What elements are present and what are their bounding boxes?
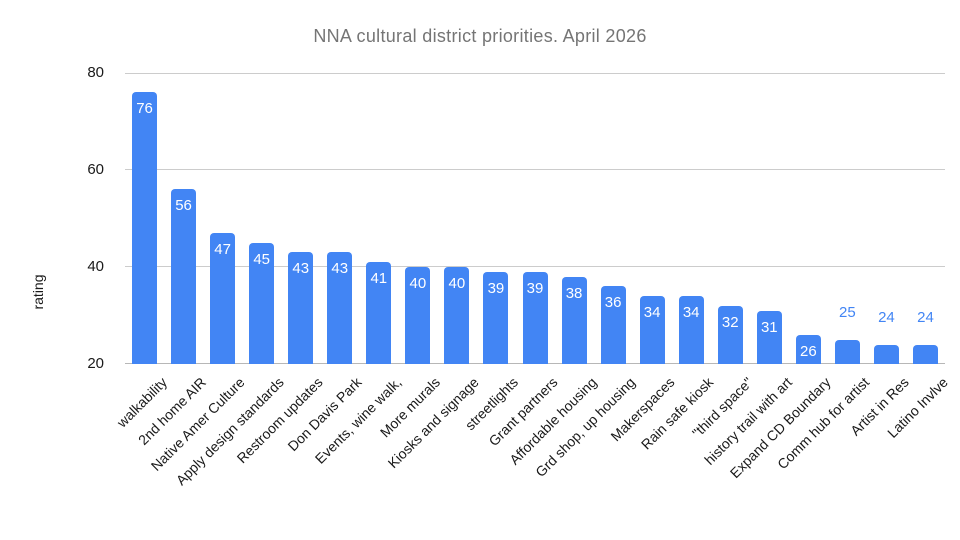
- bar-value-label: 47: [214, 241, 231, 259]
- bar-value-label: 32: [721, 313, 739, 331]
- bar-value-label: 40: [409, 275, 427, 292]
- bar: [912, 344, 938, 364]
- bar: [327, 252, 353, 364]
- bar-value-label: 26: [799, 342, 817, 360]
- plot-area: 76 56 47 45 43 43 41 40 40 39 39 38 36 34 34 32 31 26 25 24…: [125, 73, 945, 364]
- bar: [522, 271, 548, 364]
- bar: [288, 252, 314, 364]
- chart-title: NNA cultural district priorities. April …: [313, 26, 647, 46]
- bar: [366, 262, 392, 364]
- bar: [444, 267, 470, 364]
- bar-value-label: 34: [682, 304, 700, 322]
- bar: [405, 267, 431, 364]
- bar-value-label: 39: [526, 279, 544, 297]
- bar-value-label: 39: [487, 279, 505, 297]
- bar: [834, 339, 860, 364]
- bar-value-label: 43: [331, 260, 349, 278]
- bar-value-label: 38: [565, 284, 583, 302]
- bar-value-label: 24: [917, 308, 934, 326]
- bar: [756, 310, 782, 364]
- gridline: [125, 266, 945, 267]
- bar: [639, 296, 665, 364]
- bar-value-label: 24: [878, 308, 895, 326]
- y-tick-label: 60: [87, 161, 104, 178]
- gridline: [125, 73, 945, 74]
- bar: [561, 276, 587, 364]
- y-tick-label: 20: [87, 355, 104, 372]
- bar: [249, 242, 275, 364]
- bar: [171, 189, 197, 364]
- y-axis-title: rating: [30, 274, 46, 310]
- bar: [678, 296, 704, 364]
- bar: [483, 271, 509, 364]
- bar-value-label: 76: [136, 100, 153, 118]
- bar-value-label: 40: [448, 275, 466, 292]
- bar-value-label: 43: [292, 260, 310, 278]
- gridline: [125, 169, 945, 170]
- bar: [873, 344, 899, 364]
- bar-value-label: 25: [839, 303, 856, 321]
- bar-value-label: 36: [604, 294, 622, 312]
- bar: [600, 286, 626, 364]
- bar-value-label: 31: [760, 318, 778, 336]
- y-tick-label: 40: [87, 258, 104, 275]
- bar: [717, 305, 743, 364]
- bar-value-label: 34: [643, 304, 661, 322]
- bar: [795, 334, 821, 364]
- bar: [132, 92, 158, 364]
- y-tick-label: 80: [87, 64, 104, 81]
- bar-value-label: 41: [370, 270, 388, 288]
- bar: [210, 233, 236, 364]
- bar-value-label: 56: [175, 197, 192, 215]
- bar-value-label: 45: [253, 250, 270, 268]
